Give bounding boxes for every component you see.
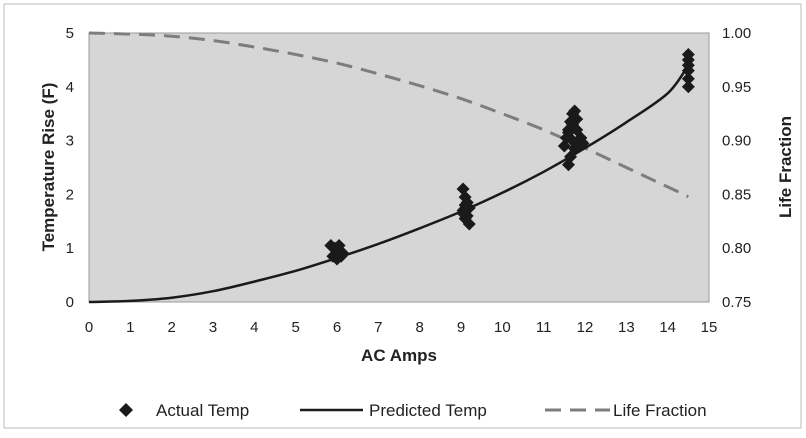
- x-axis-tick-labels: 0 1 2 3 4 5 6 7 8 9 10 11 12 13 14 15: [85, 319, 718, 336]
- actual-temp-point: [330, 244, 344, 258]
- left-y-axis-tick-labels: 0 1 2 3 4 5: [66, 25, 74, 311]
- right-y-axis-tick-labels: 0.75 0.80 0.85 0.90 0.95 1.00: [722, 25, 751, 311]
- actual-temp-point: [681, 72, 695, 86]
- right-y-tick-label: 0.95: [722, 79, 751, 96]
- x-tick-label: 0: [85, 319, 93, 336]
- predicted-temp-line: [88, 64, 690, 304]
- left-y-tick-label: 0: [66, 294, 74, 311]
- life-fraction-line: [88, 31, 689, 198]
- x-tick-label: 15: [701, 319, 718, 336]
- actual-temp-point: [681, 80, 695, 94]
- right-y-tick-label: 0.85: [722, 186, 751, 203]
- x-tick-label: 14: [659, 319, 676, 336]
- left-y-tick-label: 1: [66, 240, 74, 257]
- right-y-tick-label: 1.00: [722, 25, 751, 42]
- left-y-tick-label: 5: [66, 25, 74, 42]
- legend-actual-temp-marker: [119, 403, 133, 417]
- legend: Actual Temp Predicted Temp Life Fraction: [119, 401, 707, 420]
- actual-temp-point: [572, 139, 586, 153]
- actual-temp-point: [456, 204, 470, 218]
- right-y-tick-label: 0.90: [722, 133, 751, 150]
- x-tick-label: 10: [494, 319, 511, 336]
- actual-temp-point: [566, 117, 580, 131]
- legend-life-fraction-label: Life Fraction: [613, 401, 707, 420]
- right-y-axis-title: Life Fraction: [776, 116, 795, 218]
- right-y-tick-label: 0.75: [722, 294, 751, 311]
- x-tick-label: 1: [126, 319, 134, 336]
- x-tick-label: 4: [250, 319, 258, 336]
- x-tick-label: 7: [374, 319, 382, 336]
- x-tick-label: 6: [333, 319, 341, 336]
- x-tick-label: 5: [291, 319, 299, 336]
- legend-predicted-temp-label: Predicted Temp: [369, 401, 487, 420]
- x-tick-label: 8: [415, 319, 423, 336]
- x-axis-title: AC Amps: [361, 346, 437, 365]
- x-tick-label: 11: [536, 319, 552, 336]
- right-y-tick-label: 0.80: [722, 240, 751, 257]
- actual-temp-point: [561, 158, 575, 172]
- x-tick-label: 2: [167, 319, 175, 336]
- left-y-tick-label: 4: [66, 79, 74, 96]
- x-tick-label: 12: [577, 319, 594, 336]
- life-fraction-series: [88, 31, 689, 198]
- plot-area: [88, 32, 710, 303]
- x-tick-label: 9: [457, 319, 465, 336]
- actual-temp-series: [324, 48, 695, 266]
- predicted-temp-series: [88, 64, 690, 304]
- left-y-tick-label: 2: [66, 186, 74, 203]
- x-tick-label: 3: [209, 319, 217, 336]
- left-y-axis-title: Temperature Rise (F): [39, 83, 58, 252]
- actual-temp-point: [681, 64, 695, 78]
- x-tick-label: 13: [618, 319, 635, 336]
- legend-actual-temp-label: Actual Temp: [156, 401, 249, 420]
- left-y-tick-label: 3: [66, 133, 74, 150]
